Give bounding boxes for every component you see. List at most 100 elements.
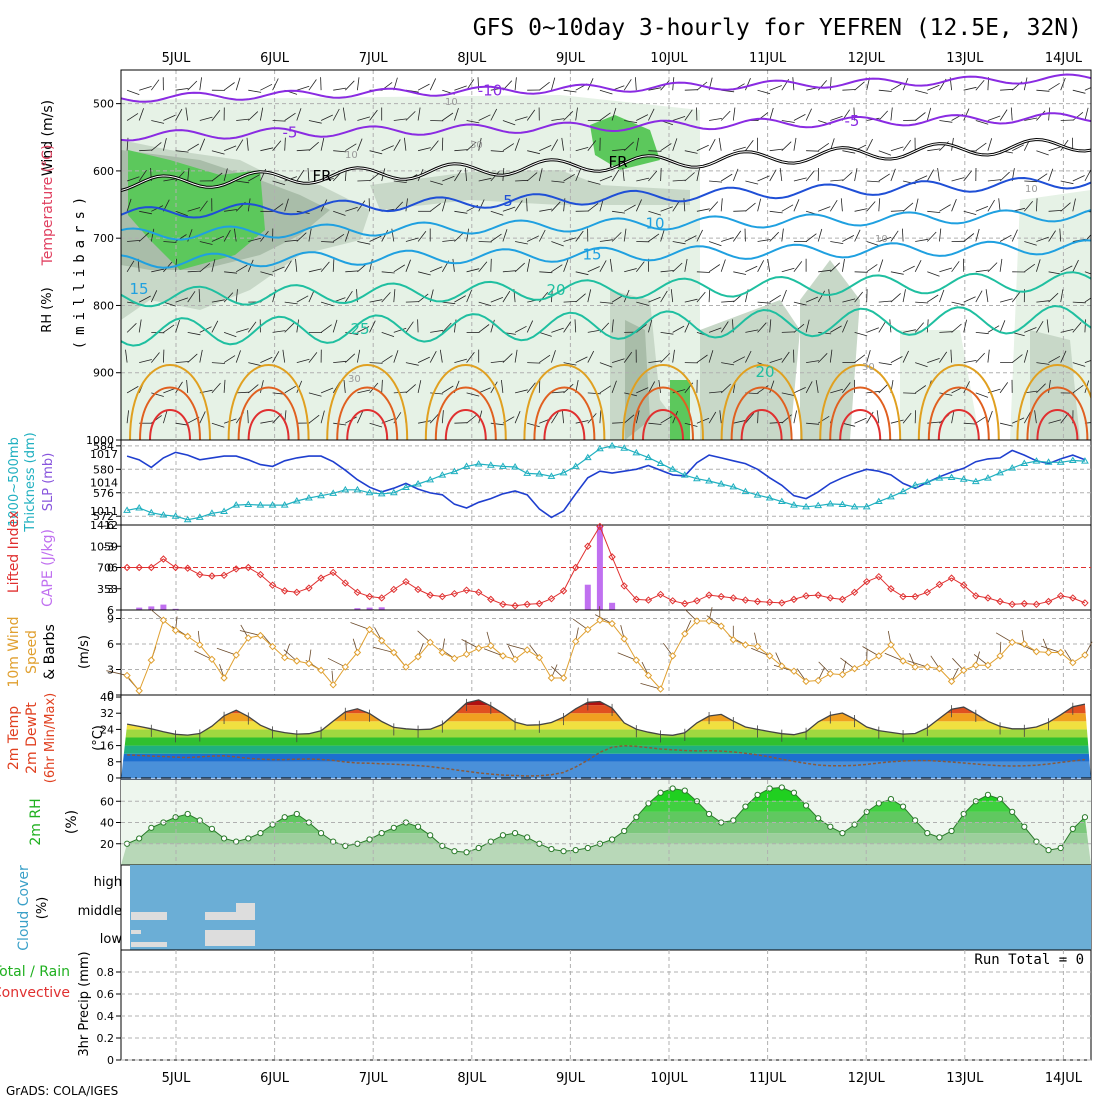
precip-ylabel-c: 3hr Precip (mm) [77, 951, 92, 1056]
isotherm-line [121, 271, 1091, 308]
wind-barb [126, 176, 140, 182]
warm-contour [1036, 409, 1079, 440]
thickness-point [402, 483, 410, 490]
rh2m-point [390, 824, 397, 831]
wind-barb [418, 147, 431, 152]
li-point [474, 588, 483, 596]
thickness-point [741, 487, 750, 495]
wind-barb [236, 118, 250, 121]
wind-barb [139, 86, 152, 91]
wind-barb [890, 146, 904, 152]
wind-barb [927, 84, 940, 91]
slp-ylabel-b: Thickness (dm) [23, 432, 38, 532]
rh2m-point [984, 791, 992, 798]
li-point [899, 592, 907, 601]
wind-barb [757, 89, 771, 95]
wind-barb [854, 208, 868, 212]
warm-contour [927, 386, 990, 440]
li-point [838, 595, 847, 604]
warm-contour [434, 386, 497, 440]
isotherm-line [121, 112, 1091, 142]
wind-barb [393, 180, 407, 183]
wind-barb [599, 410, 602, 424]
wind-barb [890, 271, 904, 275]
wind-barb [781, 414, 792, 424]
wind-barb [150, 352, 160, 363]
wind-barb [1036, 320, 1044, 333]
isotherm-label: 20 [546, 281, 565, 299]
wind-barb [260, 271, 274, 276]
wind-barb [175, 319, 180, 333]
rh2m-point [827, 823, 834, 830]
wind-barb [223, 292, 234, 303]
thickness-point [268, 501, 277, 508]
wind-barb [999, 234, 1012, 242]
bottom-day-label: 7JUL [359, 1071, 389, 1086]
wind-barb [1023, 201, 1034, 212]
rh-band-90 [128, 150, 265, 270]
wind-barb [708, 289, 711, 303]
li-point [499, 600, 507, 609]
wind-barb [1011, 354, 1023, 363]
thickness-point [632, 448, 641, 456]
wind-barb [987, 138, 993, 151]
wind-barb [320, 261, 330, 273]
li-point [511, 602, 519, 610]
wind-barb [963, 233, 975, 242]
wind-barb [175, 108, 183, 121]
wind-barb [866, 180, 880, 183]
warm-contour [237, 386, 300, 440]
wind-barb [515, 241, 528, 245]
li-point [632, 595, 641, 604]
wind-barb [502, 290, 511, 303]
thickness-point [644, 453, 653, 461]
bottom-day-labels: 5JUL 6JUL 7JUL 8JUL 9JUL 10JUL 11JUL 12JUL 13JUL… [162, 1071, 1083, 1086]
wind-barb [830, 388, 843, 394]
wind-barb [975, 290, 983, 303]
wind-barb [308, 352, 318, 363]
wind-barb [175, 381, 183, 394]
temp-ticks: 40 32 24 16 8 0 [100, 691, 121, 785]
wind-barb [199, 200, 208, 212]
wind-barb [1084, 319, 1086, 333]
wind-barb [478, 324, 490, 333]
wind-barb [345, 353, 356, 363]
wind-barb [163, 324, 175, 333]
temp-band [121, 777, 1091, 780]
cape-tick-label: 706 [97, 562, 118, 575]
li-point [450, 590, 459, 598]
wind-barb [927, 294, 939, 303]
wind-barb [805, 319, 810, 333]
wind-barb [830, 115, 843, 121]
wind-barb [357, 116, 371, 121]
temp-tick-label: 24 [100, 723, 114, 736]
wind-barb [211, 362, 225, 364]
wind-barb [854, 229, 861, 242]
wind-barb [175, 88, 189, 91]
li-point [365, 592, 374, 601]
cloud-panel: high middle low Cloud Cover (%) [16, 864, 1092, 951]
thickness-point [208, 509, 216, 516]
wind-barb [611, 169, 620, 182]
wind-barb [769, 358, 783, 363]
wind-ylabel-b: Speed [24, 630, 40, 674]
li-point [802, 592, 810, 600]
wind-barb [1072, 301, 1086, 304]
wind-barb [272, 351, 280, 363]
wind-barb [551, 327, 564, 333]
isotherm-label-extra: 20 [755, 363, 774, 381]
wind-barb [417, 380, 422, 393]
wind-barb [441, 137, 444, 151]
wind-barb [963, 360, 977, 363]
isotherm-label: 10 [645, 215, 664, 233]
wind-barb [248, 362, 262, 366]
wind-barb [539, 354, 551, 363]
warm-contour [336, 386, 399, 440]
wind-barb [842, 235, 855, 242]
wind-barb [745, 329, 759, 333]
wind10-barb [952, 658, 964, 671]
wind-barb [684, 298, 698, 303]
wind-barb [514, 138, 520, 151]
wind-barb [612, 149, 626, 152]
li-point [1032, 600, 1041, 609]
